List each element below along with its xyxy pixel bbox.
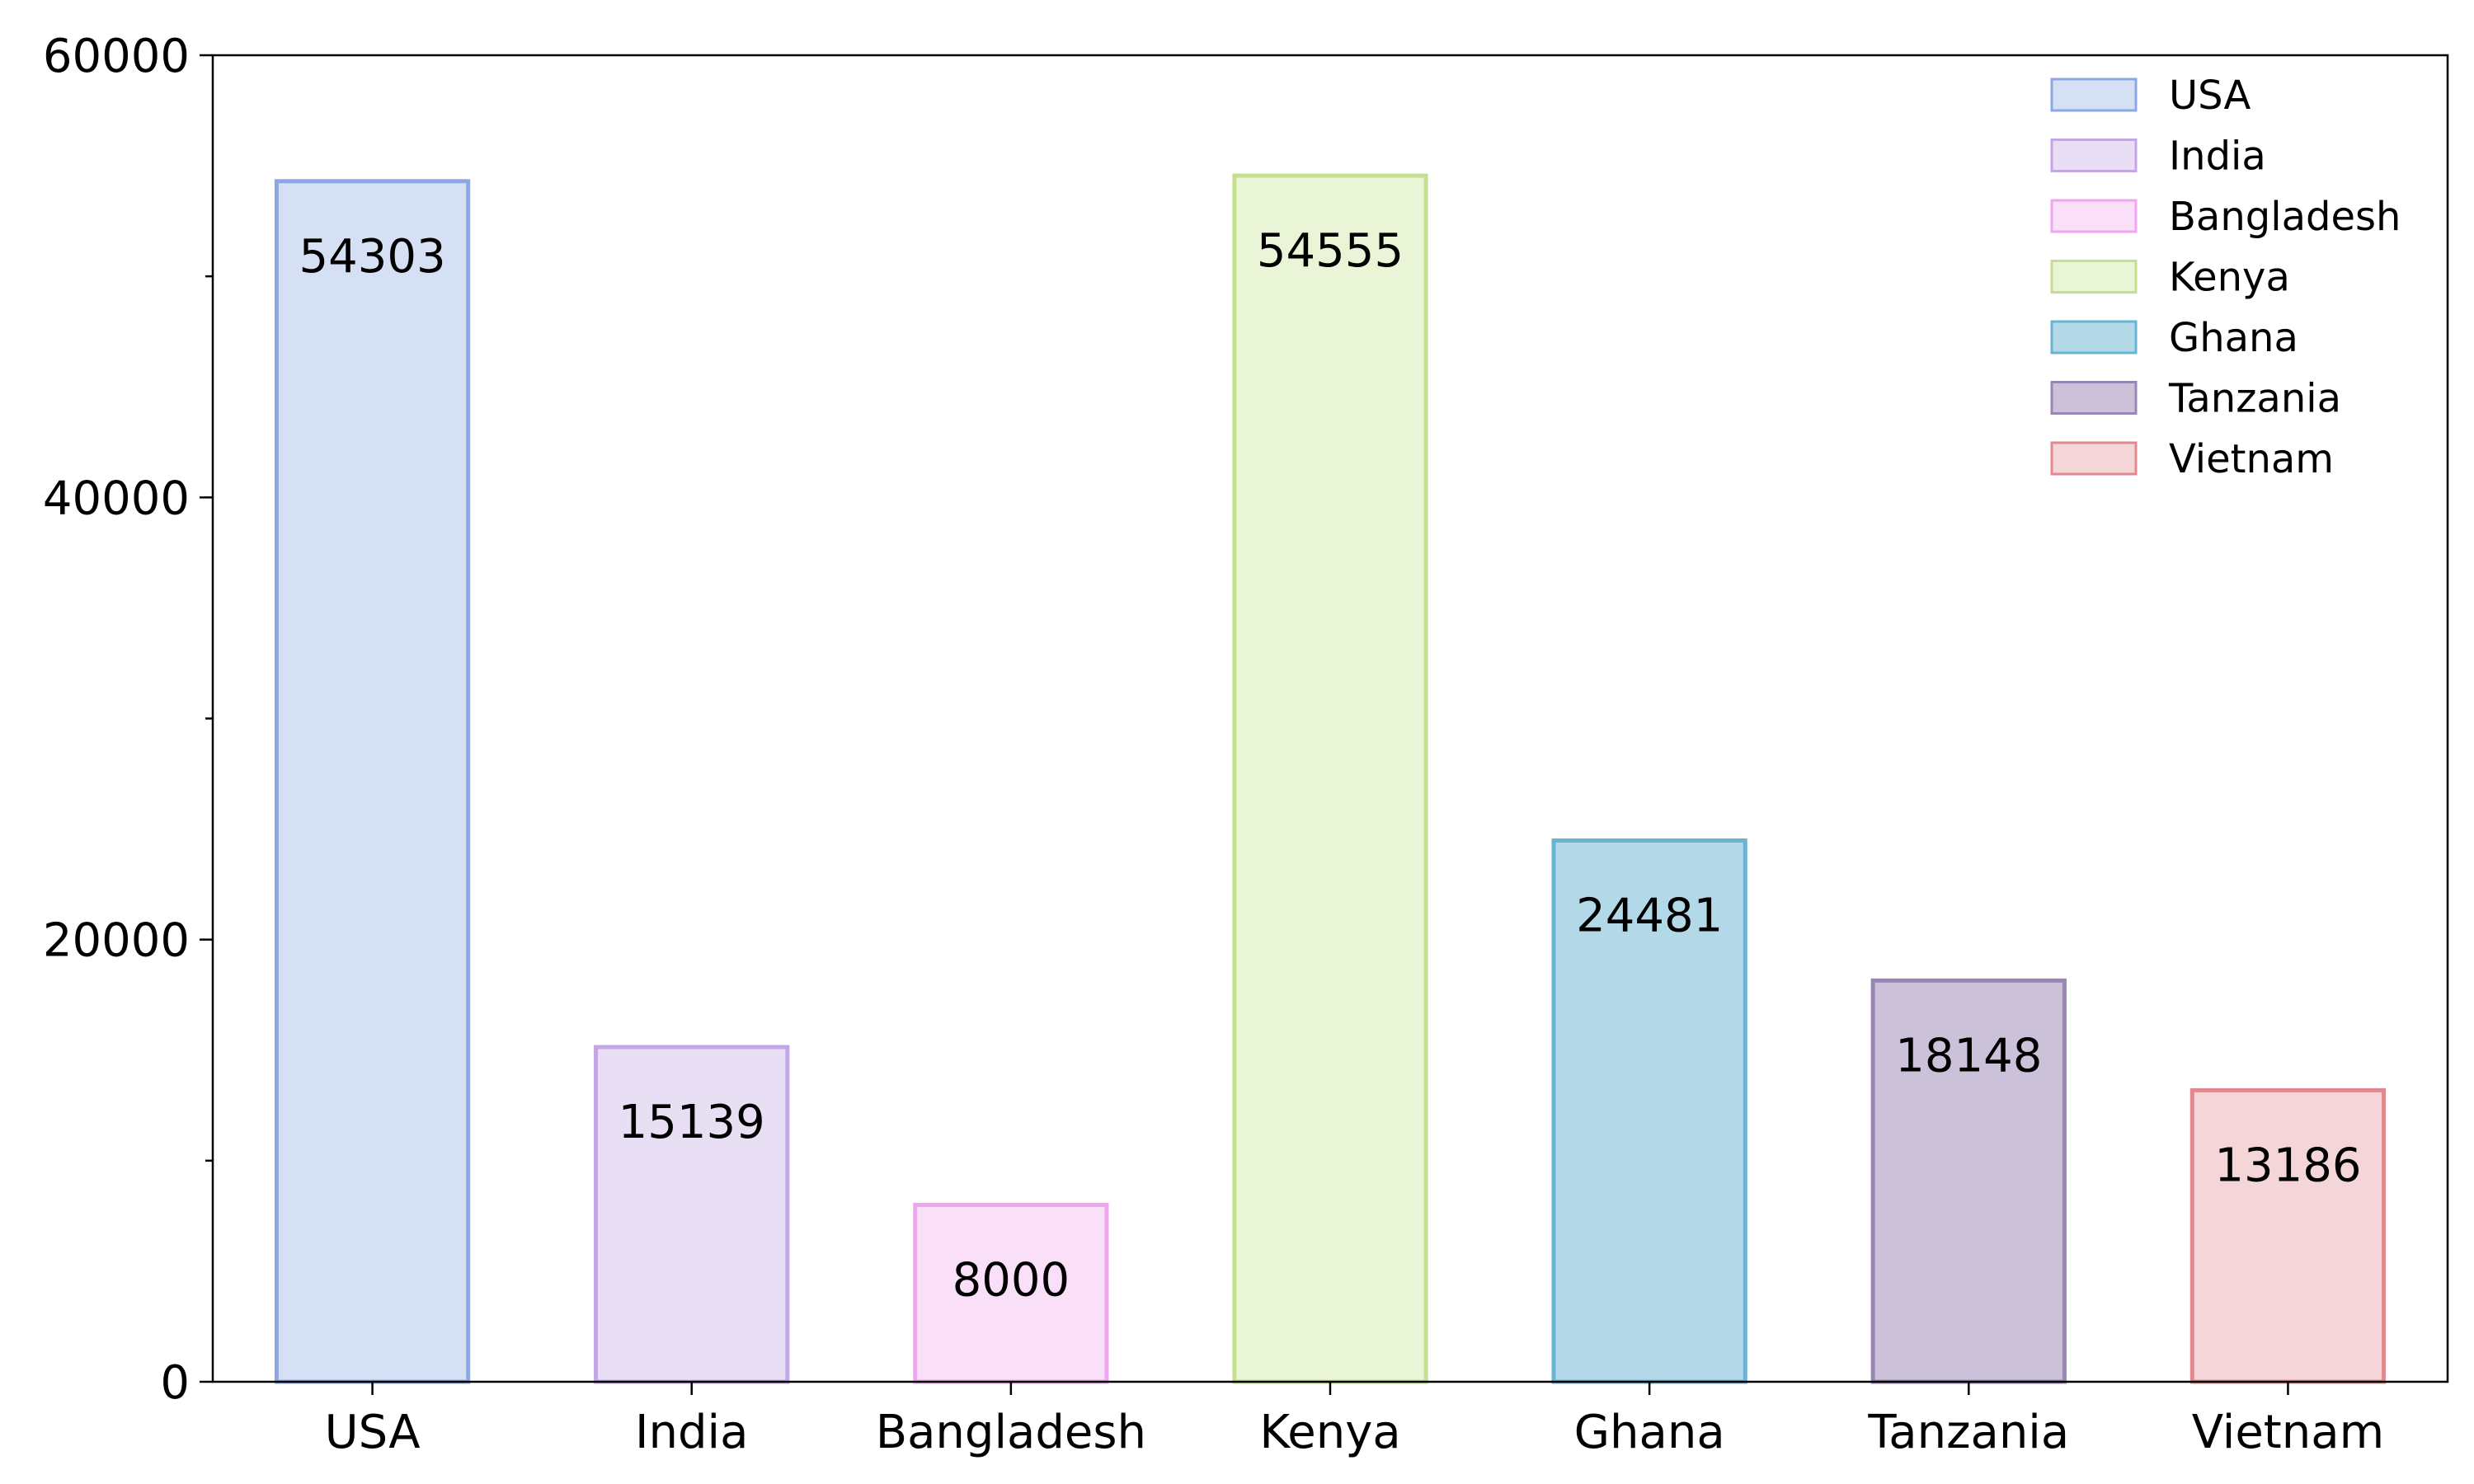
bar-india: [594, 1045, 790, 1384]
x-axis: USA India Bangladesh Kenya Ghana Tanzania Viet…: [325, 1382, 2384, 1459]
legend-label: Kenya: [2169, 255, 2290, 301]
bar-kenya: [1232, 173, 1428, 1384]
bar-value-label: 18148: [1895, 1029, 2042, 1082]
bar-value-label: 24481: [1576, 890, 1723, 943]
y-tick-label: 60000: [43, 30, 190, 83]
legend-item: India: [2050, 134, 2266, 180]
legend-label: Tanzania: [2168, 376, 2341, 422]
bar-value-label: 8000: [952, 1253, 1070, 1307]
bar-value-label: 54555: [1257, 224, 1404, 278]
legend-swatch: [2050, 381, 2138, 415]
legend-item: Tanzania: [2050, 376, 2341, 422]
legend-swatch: [2050, 77, 2138, 112]
x-tick-label: USA: [325, 1406, 421, 1459]
legend-swatch: [2050, 199, 2138, 233]
bar-labels: 54303 15139 8000 54555 24481 18148 13186: [299, 224, 2361, 1307]
legend-item: Ghana: [2050, 315, 2298, 361]
legend-label: Bangladesh: [2169, 194, 2401, 240]
legend-label: Vietnam: [2169, 436, 2334, 482]
legend-item: Bangladesh: [2050, 194, 2401, 240]
x-tick-label: Bangladesh: [876, 1406, 1146, 1459]
bar-bangladesh: [913, 1202, 1109, 1384]
y-tick-label: 20000: [43, 914, 190, 968]
bar-vietnam: [2189, 1087, 2387, 1384]
legend-swatch: [2050, 260, 2138, 294]
legend-item: USA: [2050, 73, 2251, 119]
x-tick-label: Vietnam: [2192, 1406, 2384, 1459]
legend-label: USA: [2169, 73, 2251, 119]
legend-swatch: [2050, 441, 2138, 476]
x-tick-label: India: [635, 1406, 748, 1459]
y-tick-label: 0: [160, 1356, 190, 1410]
legend-swatch: [2050, 320, 2138, 355]
bar-value-label: 15139: [618, 1096, 765, 1149]
legend: USA India Bangladesh Kenya Ghana Tanzania Viet…: [2050, 73, 2401, 482]
bar-usa: [274, 179, 471, 1384]
bar-value-label: 13186: [2214, 1139, 2361, 1192]
bar-value-label: 54303: [299, 230, 445, 284]
x-tick-label: Kenya: [1259, 1406, 1400, 1459]
legend-item: Kenya: [2050, 255, 2290, 301]
legend-swatch: [2050, 139, 2138, 172]
bars: [274, 173, 2387, 1384]
legend-item: Vietnam: [2050, 436, 2334, 482]
x-tick-label: Ghana: [1574, 1406, 1725, 1459]
x-tick-label: Tanzania: [1867, 1406, 2069, 1459]
y-tick-label: 40000: [43, 472, 190, 525]
legend-label: Ghana: [2169, 315, 2298, 361]
legend-label: India: [2169, 134, 2266, 180]
